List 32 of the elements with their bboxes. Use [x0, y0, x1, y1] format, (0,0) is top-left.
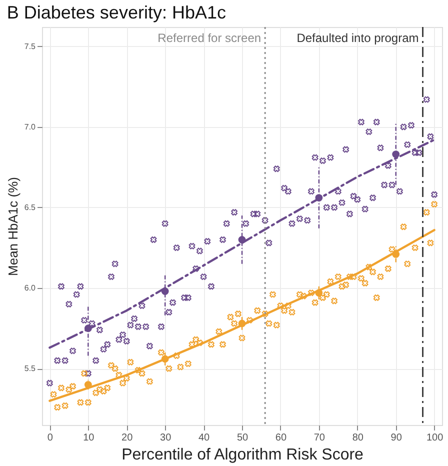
x-tick-label: 10: [83, 432, 95, 444]
line-series: [48, 228, 436, 402]
ref-line-label: Defaulted into program: [296, 31, 419, 45]
x-tick-label: 90: [390, 432, 402, 444]
point: [315, 194, 323, 202]
x-tick-label: 50: [236, 432, 248, 444]
point: [161, 288, 169, 295]
x-tick-label: 30: [160, 432, 172, 444]
y-tick-label: 6.5: [24, 202, 36, 212]
y-tick-label: 5.5: [24, 364, 36, 374]
point: [84, 324, 92, 332]
chart-title: B Diabetes severity: HbA1c: [6, 2, 226, 22]
y-tick-label: 7.5: [24, 42, 36, 51]
y-tick-label: 7.0: [24, 122, 36, 132]
x-axis-title: Percentile of Algorithm Risk Score: [122, 446, 364, 464]
ref-line-label: Referred for screen: [158, 31, 262, 45]
point: [392, 150, 400, 158]
point: [315, 289, 323, 297]
point: [161, 355, 169, 363]
point: [392, 250, 400, 258]
x-tick-label: 60: [275, 432, 287, 444]
point: [238, 320, 246, 328]
y-tick-label: 6.0: [24, 284, 36, 293]
x-tick-label: 70: [314, 432, 326, 444]
point: [84, 381, 92, 388]
x-tick-label: 20: [122, 432, 134, 444]
x-tick-label: 40: [198, 432, 210, 444]
y-axis-title: Mean HbA1c (%): [5, 177, 20, 276]
x-tick-label: 100: [426, 432, 444, 444]
x-tick-label: 0: [47, 432, 54, 444]
point: [238, 236, 246, 244]
x-tick-label: 80: [352, 432, 364, 444]
